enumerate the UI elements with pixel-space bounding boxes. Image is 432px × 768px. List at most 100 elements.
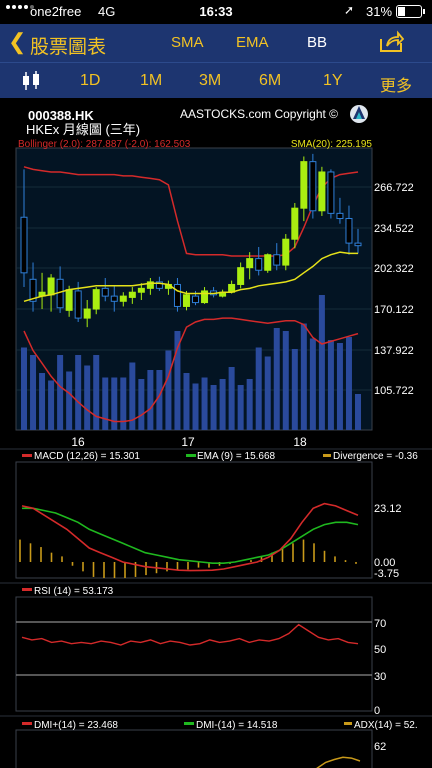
share-icon[interactable] bbox=[378, 30, 404, 54]
time-axis: 16 17 18 bbox=[71, 435, 307, 449]
volume-bar bbox=[228, 367, 235, 430]
volume-bar bbox=[57, 355, 64, 430]
range-1m[interactable]: 1M bbox=[140, 72, 163, 89]
volume-bar bbox=[93, 355, 100, 430]
rsi-plot bbox=[21, 623, 359, 646]
bollinger-upper-line bbox=[23, 166, 359, 257]
candle-body bbox=[327, 171, 335, 214]
volume-bar bbox=[264, 356, 271, 430]
volume-bar bbox=[192, 383, 199, 430]
candle-body bbox=[146, 281, 154, 289]
dmi-plot bbox=[316, 756, 361, 768]
volume-bar bbox=[246, 379, 253, 430]
macd-tick: 0.00 bbox=[374, 557, 395, 569]
candle-body bbox=[291, 207, 299, 240]
volume-bar bbox=[156, 370, 163, 430]
range-3m[interactable]: 3M bbox=[199, 72, 222, 89]
volume-bar bbox=[120, 377, 127, 430]
rsi-tick: 0 bbox=[374, 705, 380, 717]
candle-body bbox=[128, 291, 136, 298]
battery-percent: 31% bbox=[366, 4, 393, 19]
dmi-legend: DMI+(14) = 23.468 DMI-(14) = 14.518 ADX(… bbox=[22, 720, 418, 731]
candlesticks bbox=[20, 153, 362, 328]
chart-subtitle: HKEx 月線圖 (三年) bbox=[26, 122, 140, 137]
candle-body bbox=[119, 295, 127, 302]
candle-body bbox=[47, 277, 55, 296]
volume-bar bbox=[219, 379, 226, 430]
dmi-plus-label: DMI+(14) = 23.468 bbox=[34, 720, 118, 731]
copyright-text: AASTOCKS.com Copyright © bbox=[180, 107, 338, 121]
stock-chart: 000388.HK AASTOCKS.com Copyright © HKEx … bbox=[0, 105, 432, 768]
network-type: 4G bbox=[98, 4, 116, 19]
stock-symbol: 000388.HK bbox=[28, 108, 94, 123]
price-axis: 266.722 234.522 202.322 170.122 137.922 … bbox=[374, 182, 414, 397]
range-1y[interactable]: 1Y bbox=[323, 72, 343, 89]
macd-plot bbox=[19, 502, 359, 578]
candle-body bbox=[201, 290, 209, 304]
volume-bar bbox=[21, 347, 27, 430]
candle-body bbox=[318, 171, 326, 212]
location-arrow-icon: ➚ bbox=[344, 3, 355, 17]
range-1d[interactable]: 1D bbox=[80, 72, 101, 89]
volume-bar bbox=[111, 377, 118, 430]
rsi-panel bbox=[15, 596, 373, 712]
macd-axis: 23.12 0.00 -3.75 bbox=[374, 503, 402, 580]
price-tick: 137.922 bbox=[374, 345, 414, 357]
dmi-tick: 62 bbox=[374, 741, 386, 753]
clock: 16:33 bbox=[199, 4, 233, 19]
candle-body bbox=[354, 242, 362, 247]
range-6m[interactable]: 6M bbox=[259, 72, 282, 89]
price-tick: 105.722 bbox=[374, 385, 414, 397]
candle-body bbox=[65, 289, 73, 311]
range-bar: 1D 1M 3M 6M 1Y 更多 bbox=[0, 62, 432, 99]
volume-bar bbox=[102, 377, 109, 430]
candle-body bbox=[155, 281, 163, 289]
volume-bar bbox=[291, 349, 298, 430]
candle-body bbox=[192, 295, 200, 304]
adx-label: ADX(14) = 52. bbox=[354, 720, 418, 731]
battery-icon bbox=[396, 5, 425, 18]
volume-bar bbox=[300, 323, 307, 430]
rsi-tick: 50 bbox=[374, 644, 386, 656]
volume-bars bbox=[21, 295, 361, 430]
price-tick: 202.322 bbox=[374, 263, 414, 275]
candle-body bbox=[300, 161, 308, 209]
back-chevron-icon[interactable]: ❮ bbox=[8, 29, 27, 54]
chart-type-icon[interactable] bbox=[20, 69, 44, 93]
volume-bar bbox=[48, 380, 55, 430]
tab-bb[interactable]: BB bbox=[307, 34, 328, 51]
aastocks-logo-icon bbox=[350, 105, 368, 123]
volume-bar bbox=[66, 371, 73, 430]
macd-label: MACD (12,26) = 15.301 bbox=[34, 451, 140, 462]
candle-body bbox=[110, 295, 118, 302]
carrier-name: one2free bbox=[30, 4, 82, 19]
volume-bar bbox=[255, 347, 262, 430]
volume-bar bbox=[138, 379, 145, 430]
tab-sma[interactable]: SMA bbox=[171, 34, 204, 51]
rsi-label: RSI (14) = 53.173 bbox=[34, 586, 114, 597]
candle-body bbox=[173, 283, 181, 307]
volume-bar bbox=[183, 373, 190, 430]
rsi-tick: 30 bbox=[374, 671, 386, 683]
candle-body bbox=[246, 258, 254, 269]
volume-bar bbox=[327, 340, 334, 430]
candle-body bbox=[74, 290, 82, 319]
candle-body bbox=[92, 289, 100, 310]
tab-ema[interactable]: EMA bbox=[236, 34, 269, 51]
volume-bar bbox=[237, 385, 244, 430]
range-more[interactable]: 更多 bbox=[380, 78, 413, 95]
price-tick: 234.522 bbox=[374, 223, 414, 235]
x-tick: 16 bbox=[71, 435, 85, 449]
price-tick: 170.122 bbox=[374, 304, 414, 316]
volume-bar bbox=[210, 385, 217, 430]
x-tick: 18 bbox=[293, 435, 307, 449]
back-button[interactable]: 股票圖表 bbox=[30, 37, 107, 58]
rsi-tick: 70 bbox=[374, 618, 386, 630]
volume-bar bbox=[147, 370, 154, 430]
volume-bar bbox=[318, 295, 325, 430]
candle-body bbox=[83, 308, 91, 319]
rsi-legend: RSI (14) = 53.173 bbox=[22, 586, 114, 597]
candle-body bbox=[345, 218, 353, 244]
volume-bar bbox=[75, 355, 82, 430]
volume-bar bbox=[273, 328, 280, 430]
